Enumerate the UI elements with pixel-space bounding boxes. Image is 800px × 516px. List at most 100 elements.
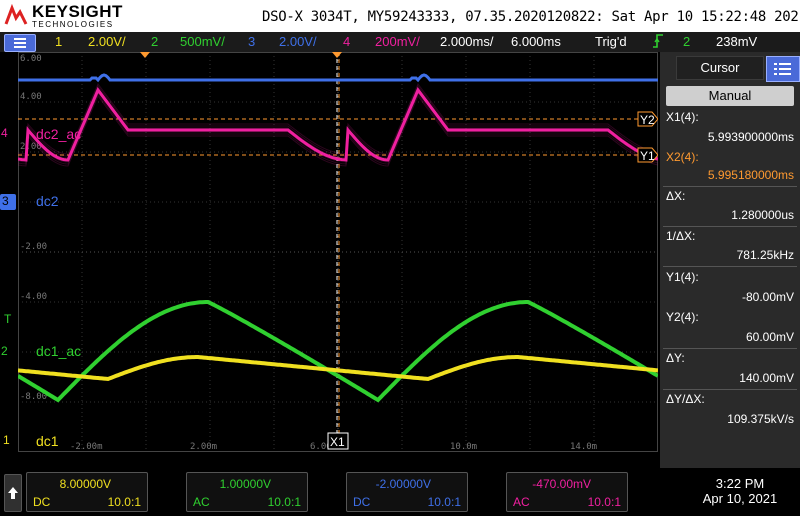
ch1-info-box[interactable]: 8.00000V DC 10.0:1 xyxy=(26,472,148,512)
ch2-scale[interactable]: 500mV/ xyxy=(180,34,225,49)
ch2-number[interactable]: 2 xyxy=(151,34,159,49)
ch1-number[interactable]: 1 xyxy=(55,34,63,49)
rising-edge-icon[interactable] xyxy=(652,33,664,52)
waveform-display[interactable]: 6.00 4.00 2.00 -2.00 -4.00 -8.00 -2.00m … xyxy=(18,52,658,452)
status-bar: 1 2.00V/ 2 500mV/ 3 2.00V/ 4 200mV/ 2.00… xyxy=(0,32,800,52)
ch4-noise-band xyxy=(18,85,658,157)
clock-time: 3:22 PM xyxy=(715,476,765,491)
ch4-noise-band xyxy=(18,93,658,165)
main-menu-button[interactable] xyxy=(4,34,36,52)
dx-label: ΔX: xyxy=(666,189,686,203)
trigger-level-marker[interactable]: T xyxy=(4,312,12,326)
ch3-scale[interactable]: 2.00V/ xyxy=(279,34,317,49)
instrument-title: DSO-X 3034T, MY59243333, 07.35.202012082… xyxy=(262,9,800,25)
trigger-level[interactable]: 238mV xyxy=(716,34,758,49)
ch3-waveform xyxy=(18,73,658,83)
grid-label-bottom: 14.0m xyxy=(570,442,597,452)
ch4-trace-label: dc2_ac xyxy=(36,126,81,142)
cursor-x1-flag[interactable] xyxy=(327,432,349,450)
ch4-offset: -470.00mV xyxy=(532,477,591,491)
panel-list-icon[interactable] xyxy=(766,56,800,82)
ch4-info-box[interactable]: -470.00mV AC 10.0:1 xyxy=(506,472,628,512)
trigger-source[interactable]: 2 xyxy=(683,34,691,49)
ch3-info-box[interactable]: -2.00000V DC 10.0:1 xyxy=(346,472,468,512)
y2-label: Y2(4): xyxy=(666,310,699,324)
x2-label: X2(4): xyxy=(666,150,699,164)
ch3-trace-label: dc2 xyxy=(36,193,59,209)
ch1-offset: 8.00000V xyxy=(59,477,111,491)
grid-label-bottom: 10.0m xyxy=(450,442,477,452)
ch4-ground-marker[interactable]: 4 xyxy=(1,126,8,140)
ch4-waveform xyxy=(18,87,658,162)
grid-label-left: -4.00 xyxy=(20,292,47,302)
ch4-number[interactable]: 4 xyxy=(343,34,351,49)
ch4-noise-band xyxy=(18,95,658,167)
ch3-probe: 10.0:1 xyxy=(427,495,461,509)
inv-dx-label: 1/ΔX: xyxy=(666,229,696,243)
ch1-ground-marker[interactable]: 1 xyxy=(3,433,10,447)
cursor-y1-flag-label: Y1 xyxy=(640,149,655,163)
trigger-position-marker[interactable] xyxy=(140,52,150,58)
dydx-value: 109.375kV/s xyxy=(727,412,794,426)
timebase-scale[interactable]: 2.000ms/ xyxy=(440,34,494,49)
y1-value[interactable]: -80.00mV xyxy=(741,290,794,304)
ch2-info-box[interactable]: 1.00000V AC 10.0:1 xyxy=(186,472,308,512)
keysight-wave-icon xyxy=(4,4,28,25)
ch2-offset: 1.00000V xyxy=(219,477,271,491)
divider xyxy=(663,348,797,349)
grid-label-left: -8.00 xyxy=(20,392,47,402)
grid-label-left: 6.00 xyxy=(20,54,42,64)
y1-label: Y1(4): xyxy=(666,270,699,284)
ch1-waveform xyxy=(18,355,658,382)
time-delay[interactable]: 6.000ms xyxy=(511,34,561,49)
y2-value[interactable]: 60.00mV xyxy=(745,330,794,344)
grid-label-bottom: -2.00m xyxy=(70,442,103,452)
grid-label-bottom: 2.00m xyxy=(190,442,217,452)
cursor-tab[interactable]: Cursor xyxy=(676,56,764,80)
cursor-y2-flag[interactable] xyxy=(637,111,658,127)
cursor-mode-button[interactable]: Manual xyxy=(666,86,794,106)
ch1-coupling: DC xyxy=(33,495,51,509)
ch2-waveform xyxy=(18,300,658,403)
grid-label-left: 4.00 xyxy=(20,92,42,102)
ch3-number[interactable]: 3 xyxy=(248,34,256,49)
trigger-status: Trig'd xyxy=(595,34,627,49)
clock: 3:22 PM Apr 10, 2021 xyxy=(684,476,796,506)
x1-value[interactable]: 5.993900000ms xyxy=(707,130,794,144)
cursor-x1-flag-label: X1 xyxy=(330,435,345,449)
ch1-trace-label: dc1 xyxy=(36,433,59,449)
divider xyxy=(663,266,797,267)
ch4-noise-band xyxy=(18,83,658,155)
delay-marker[interactable] xyxy=(332,52,342,58)
ch2-trace-label: dc1_ac xyxy=(36,343,81,359)
dydx-label: ΔY/ΔX: xyxy=(666,392,705,406)
ch3-offset: -2.00000V xyxy=(375,477,431,491)
ch1-scale[interactable]: 2.00V/ xyxy=(88,34,126,49)
title-bar: KEYSIGHT TECHNOLOGIES DSO-X 3034T, MY592… xyxy=(0,0,800,32)
ch1-probe: 10.0:1 xyxy=(107,495,141,509)
cursor-y2-flag-label: Y2 xyxy=(640,113,655,127)
ch2-ground-marker[interactable]: 2 xyxy=(1,344,8,358)
brand-sub: TECHNOLOGIES xyxy=(32,20,114,29)
inv-dx-value: 781.25kHz xyxy=(736,248,794,262)
x1-label: X1(4): xyxy=(666,110,699,124)
home-button[interactable] xyxy=(4,474,22,512)
divider xyxy=(663,389,797,390)
graticule xyxy=(18,52,658,452)
ch3-coupling: DC xyxy=(353,495,371,509)
ch4-coupling: AC xyxy=(513,495,530,509)
ch2-probe: 10.0:1 xyxy=(267,495,301,509)
divider xyxy=(663,226,797,227)
ch4-probe: 10.0:1 xyxy=(587,495,621,509)
grid-label-bottom: 6.00m xyxy=(310,442,337,452)
cursor-panel xyxy=(660,52,800,468)
ch4-scale[interactable]: 200mV/ xyxy=(375,34,420,49)
x2-value[interactable]: 5.995180000ms xyxy=(707,168,794,182)
brand-name: KEYSIGHT xyxy=(32,2,123,21)
divider xyxy=(663,186,797,187)
grid-label-left: 2.00 xyxy=(20,142,42,152)
keysight-logo: KEYSIGHT TECHNOLOGIES xyxy=(4,2,164,30)
clock-date: Apr 10, 2021 xyxy=(702,491,778,506)
ch3-ground-marker[interactable]: 3 xyxy=(0,194,16,210)
cursor-y1-flag[interactable] xyxy=(637,147,658,163)
